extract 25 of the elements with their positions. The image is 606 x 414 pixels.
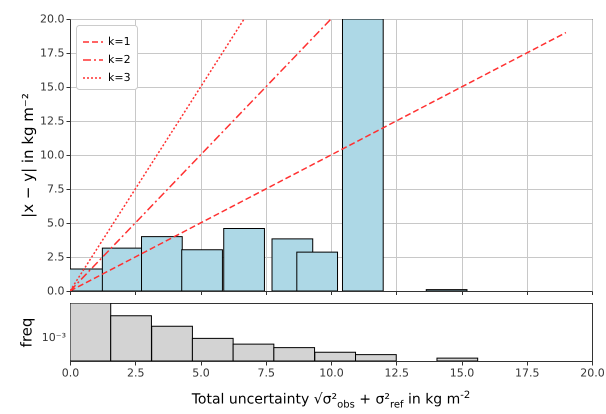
legend-label: k=2 — [108, 53, 131, 66]
y-tick-label: 5.0 — [47, 216, 64, 230]
x-tick-label: 15.0 — [450, 366, 474, 380]
y-tick-label: 20.0 — [40, 12, 64, 26]
x-axis-title: Total uncertainty √σ²$_{obs}$ + σ²$_{ref}$ in kg m$^{-2}$ — [190, 389, 472, 412]
legend-label: k=3 — [108, 71, 131, 84]
y-tick-label: 2.5 — [47, 250, 64, 264]
x-tick-label: 17.5 — [515, 366, 540, 380]
x-tick-label: 12.5 — [384, 366, 409, 380]
y-axis-title: |x − y| in kg m⁻² — [19, 93, 38, 218]
x-tick-label: 7.5 — [258, 366, 275, 380]
x-tick-label: 0.0 — [62, 366, 80, 380]
x-tick-label: 20.0 — [580, 366, 605, 380]
y-tick-label: 7.5 — [47, 182, 64, 196]
legend-label: k=1 — [108, 35, 131, 48]
y-tick-label: 0.0 — [47, 284, 64, 298]
x-tick-label: 5.0 — [192, 366, 210, 380]
y-tick-label: 12.5 — [40, 114, 64, 128]
y-axis-title: freq — [18, 318, 36, 348]
text: 10⁻³ — [42, 330, 66, 344]
x-tick-label: 10.0 — [319, 366, 344, 380]
y-tick-label: 10.0 — [40, 148, 64, 162]
x-tick-label: 2.5 — [127, 366, 144, 380]
y-tick-label: 15.0 — [40, 80, 64, 94]
y-tick-label: 17.5 — [40, 46, 64, 60]
